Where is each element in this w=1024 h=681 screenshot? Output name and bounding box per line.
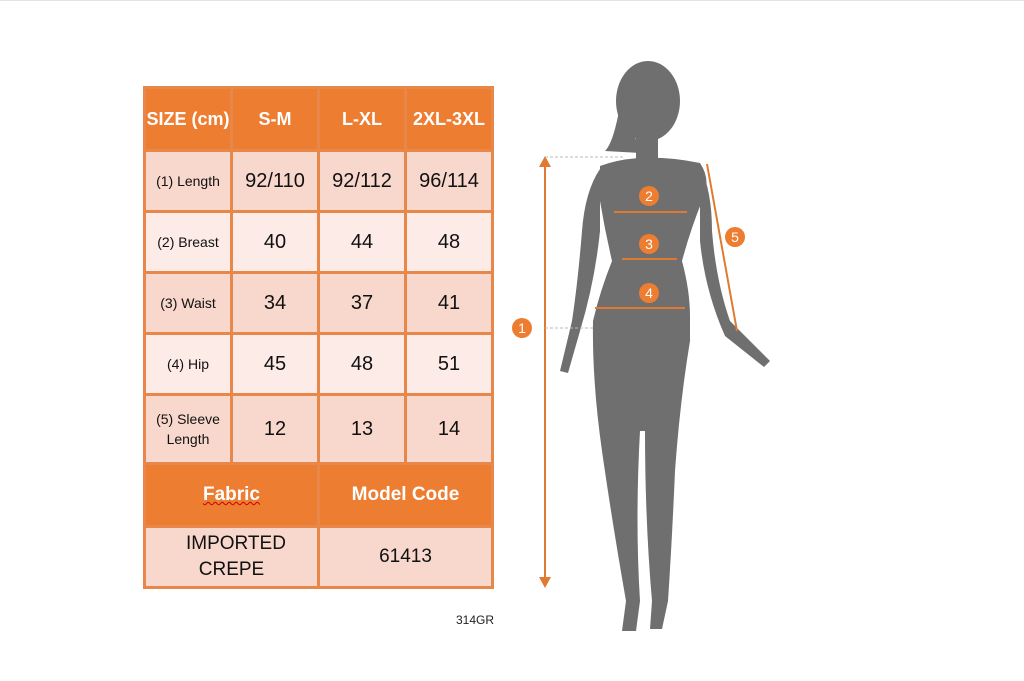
svg-text:1: 1 <box>518 320 526 336</box>
svg-text:2: 2 <box>645 188 653 204</box>
measure-lines <box>539 156 738 588</box>
svg-text:3: 3 <box>645 236 653 252</box>
table-header-row: SIZE (cm) S-M L-XL 2XL-3XL <box>143 86 494 152</box>
cell: 12 <box>230 393 320 465</box>
marker-2: 2 <box>639 186 659 206</box>
marker-5: 5 <box>725 227 745 247</box>
cell: 45 <box>230 332 320 396</box>
cell: 48 <box>317 332 407 396</box>
header-l-xl: L-XL <box>317 86 407 152</box>
fabric-header-row: Fabric Model Code <box>143 462 494 528</box>
fabric-label: Fabric <box>143 462 320 528</box>
table-row: (1) Length 92/110 92/112 96/114 <box>143 149 494 213</box>
cell: 96/114 <box>404 149 494 213</box>
marker-3: 3 <box>639 234 659 254</box>
cell: 44 <box>317 210 407 274</box>
svg-text:5: 5 <box>731 229 739 245</box>
cell: 37 <box>317 271 407 335</box>
fabric-label-text: Fabric <box>202 484 261 505</box>
table-row: (4) Hip 45 48 51 <box>143 332 494 396</box>
cell: 92/112 <box>317 149 407 213</box>
marker-4: 4 <box>639 283 659 303</box>
svg-text:4: 4 <box>645 285 653 301</box>
fabric-row: IMPORTED CREPE 61413 <box>143 525 494 589</box>
table-row: (3) Waist 34 37 41 <box>143 271 494 335</box>
table-row: (2) Breast 40 44 48 <box>143 210 494 274</box>
cell: 41 <box>404 271 494 335</box>
product-code: 314GR <box>456 613 495 627</box>
table-row: (5) Sleeve Length 12 13 14 <box>143 393 494 465</box>
row-label: (5) Sleeve Length <box>143 393 233 465</box>
marker-1: 1 <box>512 318 532 338</box>
model-code-label: Model Code <box>317 462 494 528</box>
model-code-value: 61413 <box>317 525 494 589</box>
header-s-m: S-M <box>230 86 320 152</box>
silhouette <box>560 61 770 631</box>
row-label: (2) Breast <box>143 210 233 274</box>
cell: 13 <box>317 393 407 465</box>
cell: 14 <box>404 393 494 465</box>
row-label: (3) Waist <box>143 271 233 335</box>
header-2xl-3xl: 2XL-3XL <box>404 86 494 152</box>
cell: 92/110 <box>230 149 320 213</box>
cell: 48 <box>404 210 494 274</box>
header-size: SIZE (cm) <box>143 86 233 152</box>
fabric-value: IMPORTED CREPE <box>143 525 320 589</box>
cell: 51 <box>404 332 494 396</box>
row-label: (4) Hip <box>143 332 233 396</box>
size-table: SIZE (cm) S-M L-XL 2XL-3XL (1) Length 92… <box>143 86 494 589</box>
row-label: (1) Length <box>143 149 233 213</box>
cell: 34 <box>230 271 320 335</box>
cell: 40 <box>230 210 320 274</box>
